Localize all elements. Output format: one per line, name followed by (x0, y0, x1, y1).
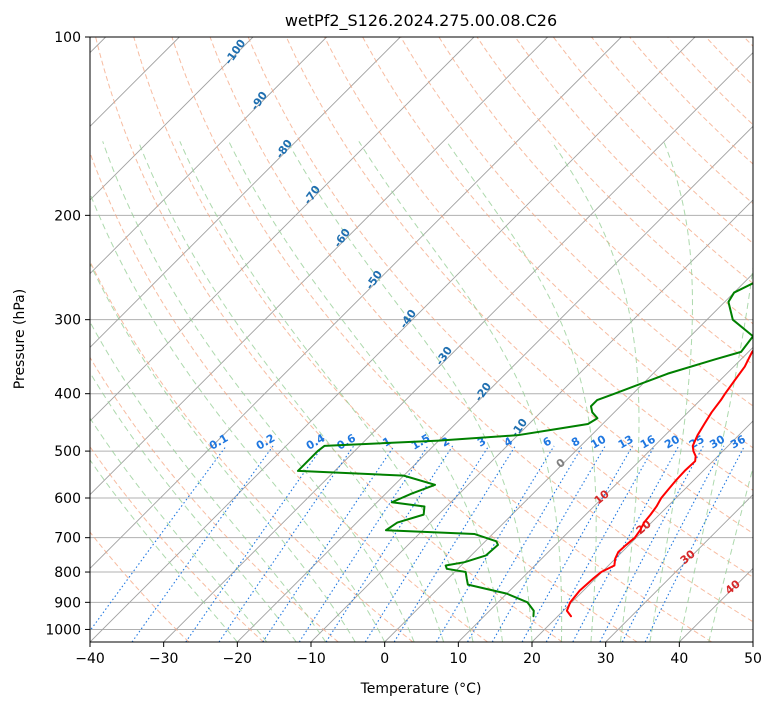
y-axis-ticks: 100 200 300 400 500 600 700 800 900 1000 (45, 30, 90, 638)
chart-title: wetPf2_S126.2024.275.00.08.C26 (285, 11, 557, 31)
y-axis-title: Pressure (hPa) (12, 289, 28, 389)
dry-adiabat-line (90, 260, 414, 642)
x-tick-label: 30 (597, 651, 615, 667)
moist-adiabat-line (90, 459, 238, 642)
isotherm-line (531, 420, 753, 642)
dry-adiabat-line (362, 37, 753, 449)
mixing-ratio-line (521, 445, 633, 642)
x-tick-label: −20 (223, 651, 253, 667)
y-tick-label: 800 (54, 565, 81, 581)
mixing-ratio-line (599, 445, 704, 642)
moist-adiabat-line (708, 465, 753, 642)
skewed-isotherms (90, 37, 753, 642)
isotherm-line (90, 37, 401, 348)
dry-adiabat-line (552, 37, 753, 244)
temperature-profile-line (565, 349, 753, 618)
dry-adiabat-line (476, 37, 753, 325)
x-tick-label: −40 (75, 651, 105, 667)
moist-adiabat-line (102, 141, 415, 642)
y-tick-label: 500 (54, 444, 81, 460)
dry-adiabat-line (90, 151, 488, 642)
moist-adiabat-line (551, 141, 640, 642)
y-tick-label: 100 (54, 30, 81, 46)
x-tick-label: −30 (149, 651, 179, 667)
mixing-ratio-line (545, 445, 656, 642)
mixing-ratio-line (644, 445, 746, 642)
mixing-ratio-lines (90, 445, 746, 642)
dry-adiabat-line (90, 531, 190, 642)
pressure-gridlines (90, 37, 753, 630)
isotherm-line (90, 37, 622, 569)
moist-adiabat-line (90, 262, 356, 642)
isotherm-line (90, 37, 327, 275)
moist-adiabat-line (90, 320, 327, 642)
x-tick-label: 10 (449, 651, 467, 667)
moist-adiabat-line (287, 141, 533, 642)
mixing-ratio-line (467, 445, 584, 642)
mixing-ratio-line (621, 445, 725, 642)
y-tick-label: 900 (54, 595, 81, 611)
isotherm-line (458, 346, 753, 642)
x-tick-label: −10 (296, 651, 326, 667)
mixing-ratio-line (262, 445, 395, 642)
isotherm-line (90, 37, 548, 496)
isotherm-line (90, 37, 254, 201)
moist-adiabat-line (228, 141, 504, 642)
moist-adiabat-line (446, 141, 597, 642)
mixing-ratio-line (364, 445, 490, 642)
plot-area: -100-90-80-70-60-50-40-30-20-10 01020304… (90, 37, 753, 642)
dry-adiabat-line (95, 37, 563, 642)
moist-adiabats (90, 141, 753, 642)
isotherm-line (237, 125, 753, 642)
dry-adiabat-line (591, 37, 753, 205)
x-axis-ticks: −40 −30 −20 −10 0 10 20 30 40 50 (75, 642, 762, 667)
y-tick-label: 400 (54, 387, 81, 403)
isotherm-line (163, 52, 753, 642)
isotherm-line (90, 37, 475, 422)
moist-adiabat-line (90, 417, 268, 642)
x-tick-label: 20 (523, 651, 541, 667)
isotherm-line (605, 494, 753, 642)
dewpoint-profile-line (296, 282, 753, 618)
moist-adiabat-line (179, 141, 474, 642)
dry-adiabat-line (90, 356, 339, 642)
moist-adiabat-line (649, 141, 693, 642)
y-tick-label: 600 (54, 491, 81, 507)
moist-adiabat-line (90, 192, 386, 642)
x-tick-label: 50 (744, 651, 762, 667)
x-tick-label: 40 (670, 651, 688, 667)
moist-adiabat-line (678, 263, 753, 642)
moist-adiabat-line (137, 141, 445, 642)
isotherm-line (90, 37, 696, 642)
mixing-ratio-line (90, 445, 227, 632)
dry-adiabat-line (171, 37, 712, 642)
dry-adiabat-line (285, 37, 753, 534)
dry-adiabat-line (400, 37, 753, 407)
y-tick-label: 300 (54, 313, 81, 329)
y-tick-label: 200 (54, 208, 81, 224)
moist-adiabat-line (358, 141, 563, 642)
dry-adiabat-line (247, 37, 753, 578)
y-tick-label: 700 (54, 531, 81, 547)
isotherm-line (384, 273, 753, 642)
mixing-ratio-line (298, 445, 429, 642)
dry-adiabat-line (324, 37, 753, 491)
mixing-ratio-line (131, 445, 274, 642)
dry-adiabat-line (133, 37, 638, 642)
x-axis-title: Temperature (°C) (360, 681, 482, 697)
x-tick-label: 0 (380, 651, 389, 667)
mixing-ratio-line (325, 445, 454, 642)
profile-series (296, 282, 753, 618)
plot-frame (89, 36, 754, 643)
dry-adiabat-line (438, 37, 753, 366)
mixing-ratio-line (491, 445, 606, 642)
moist-adiabat-line (90, 371, 297, 642)
y-tick-label: 1000 (45, 622, 81, 638)
mixing-ratio-line (572, 445, 680, 642)
